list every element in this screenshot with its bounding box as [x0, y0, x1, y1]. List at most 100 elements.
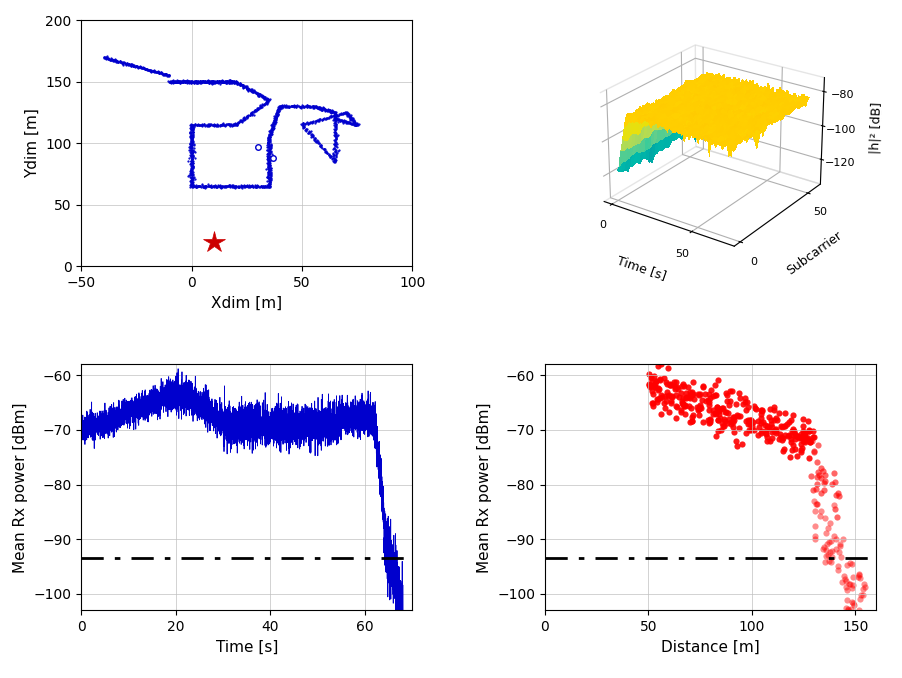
Point: [823, 535, 837, 546]
Point: [831, 547, 845, 558]
Point: [676, 401, 691, 412]
Point: [741, 424, 755, 435]
Point: [675, 393, 689, 403]
Point: [643, 373, 658, 384]
Point: [640, 379, 655, 390]
Point: [658, 403, 672, 414]
Point: [767, 424, 781, 435]
Point: [817, 544, 832, 555]
Point: [833, 551, 847, 562]
Point: [816, 485, 831, 496]
Point: [841, 579, 855, 590]
Point: [740, 401, 754, 412]
X-axis label: Xdim [m]: Xdim [m]: [211, 296, 282, 311]
Point: [689, 401, 704, 412]
Point: [822, 546, 836, 557]
Point: [704, 404, 719, 415]
Point: [662, 380, 676, 391]
Point: [726, 415, 741, 426]
Point: [795, 420, 809, 431]
Point: [709, 401, 723, 412]
Point: [816, 477, 831, 488]
Point: [746, 401, 760, 412]
Point: [802, 437, 816, 447]
Point: [844, 580, 859, 591]
Point: [796, 428, 811, 439]
Point: [743, 424, 758, 435]
Point: [701, 399, 715, 410]
Point: [664, 380, 678, 391]
Point: [750, 415, 765, 426]
Point: [807, 521, 822, 532]
Point: [856, 578, 870, 589]
Point: [684, 412, 698, 423]
Point: [854, 590, 869, 601]
Point: [753, 405, 768, 416]
Point: [663, 397, 677, 408]
Point: [857, 582, 871, 593]
Point: [673, 387, 687, 398]
Y-axis label: Mean Rx power [dBm]: Mean Rx power [dBm]: [476, 402, 491, 572]
Point: [783, 430, 797, 441]
Point: [801, 453, 815, 464]
Point: [762, 435, 777, 446]
Point: [706, 407, 721, 418]
Point: [717, 407, 732, 418]
Point: [775, 445, 789, 456]
Point: [805, 435, 819, 446]
Point: [676, 380, 691, 391]
Point: [717, 416, 732, 426]
Point: [810, 439, 824, 450]
Point: [741, 419, 756, 430]
Point: [642, 381, 657, 392]
Point: [732, 393, 747, 404]
Point: [743, 418, 758, 429]
Point: [652, 373, 667, 384]
Point: [840, 604, 854, 615]
Point: [748, 403, 762, 414]
Point: [743, 414, 758, 425]
Point: [831, 491, 845, 502]
Point: [752, 409, 767, 420]
Point: [668, 390, 683, 401]
Point: [654, 391, 668, 402]
Point: [677, 391, 692, 402]
Point: [652, 375, 667, 386]
Point: [760, 422, 775, 433]
Point: [709, 402, 723, 413]
Point: [739, 416, 753, 426]
Point: [785, 410, 799, 421]
Point: [769, 415, 783, 426]
Point: [647, 370, 661, 381]
Point: [813, 505, 827, 516]
Point: [800, 425, 815, 436]
Point: [661, 406, 676, 417]
Point: [757, 419, 771, 430]
Point: [675, 399, 689, 410]
Point: [702, 416, 716, 427]
Point: [817, 470, 832, 481]
Point: [801, 425, 815, 436]
Point: [807, 534, 822, 545]
Point: [670, 384, 685, 395]
Point: [753, 405, 768, 416]
Point: [783, 433, 797, 444]
Point: [828, 490, 842, 501]
Point: [754, 426, 769, 437]
Point: [719, 389, 733, 400]
Point: [851, 605, 865, 616]
Point: [644, 386, 658, 397]
Point: [643, 372, 658, 383]
Y-axis label: Subcarrier: Subcarrier: [783, 228, 843, 277]
Point: [775, 433, 789, 443]
Point: [843, 582, 858, 593]
Point: [721, 400, 735, 411]
Point: [797, 433, 812, 444]
Point: [852, 573, 867, 584]
Point: [851, 570, 865, 581]
Point: [827, 504, 842, 515]
Point: [668, 400, 683, 411]
Point: [795, 414, 809, 424]
Point: [712, 405, 726, 416]
Point: [800, 435, 815, 445]
